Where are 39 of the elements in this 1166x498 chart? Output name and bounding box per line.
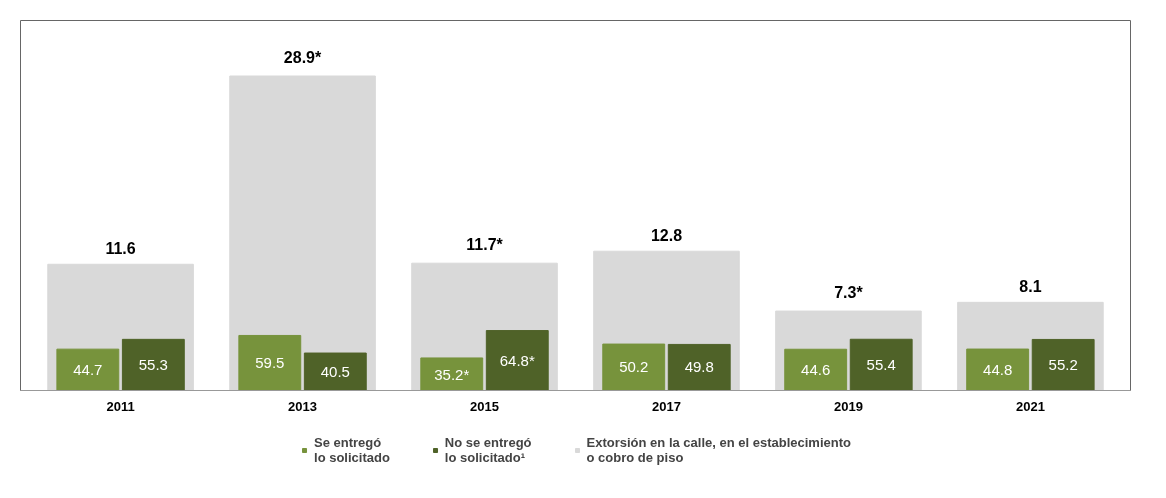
legend-label: Se entregó lo solicitado (314, 434, 390, 466)
x-tick-label: 2015 (470, 398, 499, 414)
data-label: 64.8* (499, 352, 535, 370)
x-tick-label: 2019 (833, 398, 863, 414)
bar (121, 338, 185, 391)
bar (784, 348, 848, 391)
bar (238, 334, 302, 391)
bar (849, 338, 913, 391)
x-tick-label: 2011 (106, 398, 135, 414)
bar (420, 357, 484, 391)
data-label: 49.8 (684, 358, 714, 376)
bar (602, 343, 666, 391)
data-label: 7.3* (834, 284, 864, 302)
data-label: 55.4 (866, 355, 896, 373)
data-label: 44.8 (983, 360, 1013, 378)
data-label: 55.3 (138, 355, 168, 373)
legend-label: Extorsión en la calle, en el establecimiento o cobro de piso (586, 434, 851, 466)
bar (1031, 338, 1095, 391)
data-label: 44.7 (73, 360, 103, 378)
data-label: 35.2* (434, 365, 470, 383)
x-tick-label: 2017 (652, 398, 681, 414)
data-label: 40.5 (320, 362, 350, 380)
data-label: 11.6 (105, 240, 136, 258)
bar (303, 352, 367, 391)
bar (485, 330, 549, 391)
bar (56, 348, 120, 391)
data-label: 12.8 (650, 227, 683, 245)
data-label: 8.1 (1019, 278, 1042, 296)
x-tick-label: 2013 (288, 398, 318, 414)
data-label: 55.2 (1048, 355, 1078, 373)
data-label: 28.9* (283, 49, 323, 66)
data-label: 11.7* (466, 236, 504, 254)
bar (667, 343, 731, 391)
data-label: 44.6 (801, 360, 831, 378)
data-label: 50.2 (619, 358, 649, 376)
legend-label: No se entregó lo solicitado¹ (444, 434, 532, 466)
data-label: 59.5 (255, 353, 285, 371)
x-tick-label: 2021 (1015, 398, 1045, 414)
bar (966, 348, 1030, 391)
